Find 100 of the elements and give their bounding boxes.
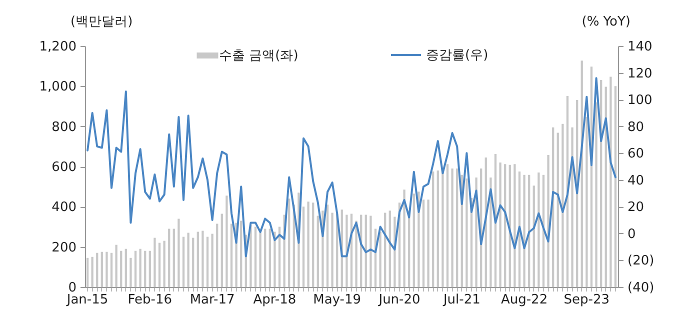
- y2-tick-label: 120: [628, 66, 652, 82]
- bar: [355, 220, 358, 287]
- x-tick-label: Jul-21: [442, 292, 480, 308]
- bar: [206, 236, 209, 287]
- bar: [307, 202, 310, 287]
- x-tick-label: Jan-15: [66, 292, 108, 308]
- x-tick-label: Sep-23: [564, 292, 610, 308]
- bar: [120, 250, 122, 287]
- bar: [370, 216, 372, 287]
- bar: [326, 204, 329, 287]
- y2-axis-title: (% YoY): [582, 14, 630, 30]
- x-tick-label: Apr-18: [253, 292, 296, 308]
- y-tick-label: 600: [52, 160, 76, 175]
- bar: [172, 228, 175, 287]
- bar: [446, 164, 449, 287]
- y2-tick-label: 20: [628, 200, 644, 216]
- y-tick-label: 400: [52, 200, 76, 216]
- x-tick-label: Feb-16: [128, 292, 172, 308]
- bar: [226, 196, 228, 287]
- y-tick-label: 200: [52, 240, 76, 256]
- y-tick-label: 1,000: [39, 80, 76, 95]
- bar: [432, 172, 434, 287]
- bar: [456, 168, 458, 287]
- bar: [154, 238, 156, 287]
- bar: [124, 248, 127, 287]
- x-tick-label: Jun-20: [378, 292, 420, 308]
- bar: [187, 232, 190, 287]
- bar: [442, 172, 444, 287]
- bar: [264, 228, 266, 287]
- bar: [614, 86, 617, 287]
- bar: [96, 252, 98, 287]
- bar: [178, 218, 180, 287]
- bar: [610, 76, 612, 287]
- y2-tick-label: 60: [628, 146, 644, 162]
- bar: [106, 252, 108, 287]
- bar: [240, 220, 242, 287]
- y-axis-title: (백만달러): [70, 14, 133, 30]
- bar: [168, 228, 170, 287]
- y2-tick-label: (40): [628, 280, 654, 296]
- bar: [130, 258, 132, 287]
- bar: [144, 250, 146, 287]
- bar: [254, 226, 257, 287]
- bar: [202, 230, 204, 287]
- bar: [466, 178, 468, 287]
- bar: [250, 224, 252, 287]
- bar: [86, 258, 89, 287]
- y2-tick-label: 140: [628, 40, 652, 54]
- bar: [220, 214, 223, 287]
- bar: [196, 232, 199, 287]
- bar: [100, 252, 103, 287]
- y-tick-label: 1,200: [39, 40, 76, 54]
- bar: [436, 170, 439, 287]
- bar: [148, 250, 151, 287]
- bar: [412, 194, 415, 287]
- bar: [288, 198, 290, 287]
- bar: [403, 190, 406, 287]
- bar: [134, 250, 137, 287]
- bar: [586, 116, 588, 287]
- x-tick-label: May-19: [313, 292, 362, 308]
- bar: [499, 162, 502, 287]
- bar: [110, 252, 113, 287]
- x-tick-label: Aug-22: [500, 292, 548, 308]
- bar: [302, 206, 305, 287]
- bar: [230, 224, 233, 287]
- bar: [139, 248, 142, 287]
- bar: [163, 240, 166, 287]
- bar: [427, 200, 430, 287]
- bar: [211, 234, 214, 287]
- bar: [523, 174, 526, 287]
- y2-tick-label: (20): [628, 254, 654, 269]
- bar: [538, 172, 540, 287]
- bar: [91, 256, 94, 287]
- bar: [182, 236, 185, 287]
- bar: [274, 232, 276, 287]
- bar: [192, 238, 194, 287]
- bar: [514, 164, 516, 287]
- bar: [268, 228, 271, 287]
- bar: [562, 124, 564, 287]
- bar: [451, 168, 454, 287]
- y2-tick-label: 80: [628, 120, 644, 135]
- y-tick-label: 0: [68, 280, 76, 296]
- y-tick-label: 800: [52, 120, 76, 135]
- y2-tick-label: 0: [628, 226, 636, 242]
- bar: [346, 214, 348, 287]
- bar: [259, 232, 262, 287]
- bar: [158, 242, 161, 287]
- y2-tick-label: 100: [628, 93, 652, 108]
- legend-label: 수출 금액(좌): [219, 48, 298, 64]
- bar: [547, 155, 550, 287]
- bar: [379, 232, 382, 287]
- bar: [331, 212, 334, 287]
- x-tick-label: Mar-17: [190, 292, 235, 308]
- bar: [216, 224, 218, 287]
- bar: [490, 178, 492, 287]
- y2-tick-label: 40: [628, 173, 644, 188]
- bar: [316, 216, 319, 287]
- legend-label: 증감률(우): [426, 48, 488, 63]
- bar: [422, 200, 425, 287]
- bar: [571, 127, 574, 287]
- line-series: [86, 77, 616, 258]
